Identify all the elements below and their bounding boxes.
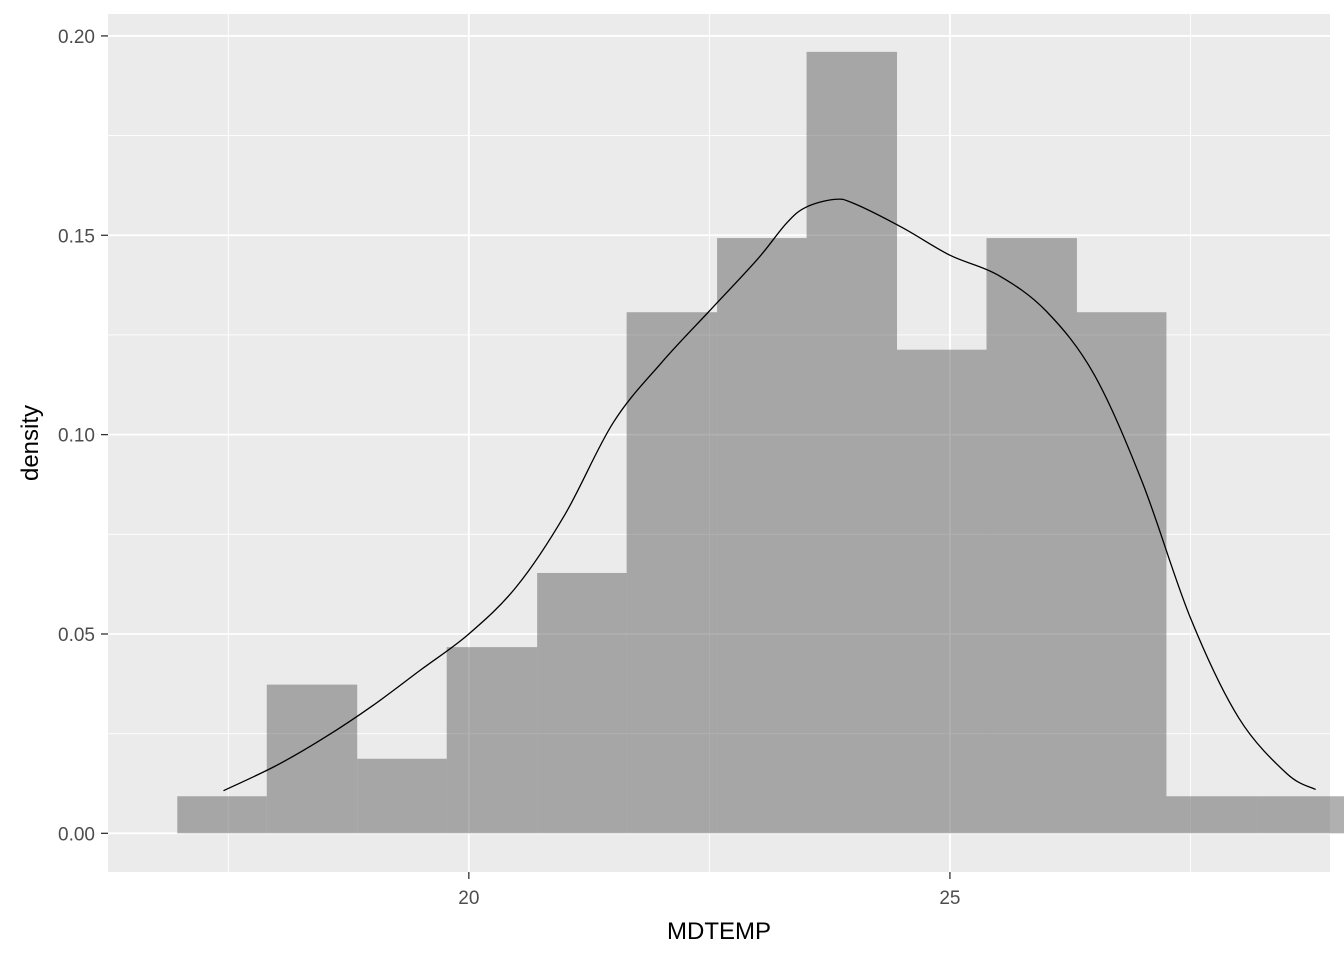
x-tick-label: 25 (939, 888, 960, 909)
y-tick-label: 0.20 (58, 27, 95, 48)
histogram-bar (1076, 312, 1167, 834)
histogram-bar (897, 349, 987, 834)
histogram-bar (266, 684, 358, 834)
histogram-bar (717, 238, 807, 834)
histogram-bar (446, 647, 538, 834)
major-gridlines (108, 14, 1330, 872)
histogram-bar (1166, 796, 1257, 834)
histogram-bar (626, 312, 718, 834)
histogram-bar (1256, 796, 1344, 834)
y-tick-label: 0.00 (58, 824, 95, 845)
histogram-bar (537, 572, 627, 834)
y-axis: 0.00 0.05 0.10 0.15 0.20 (58, 27, 108, 845)
y-tick-label: 0.05 (58, 625, 95, 646)
y-tick-label: 0.15 (58, 226, 95, 247)
histogram-bars (177, 51, 1344, 834)
histogram-bar (177, 796, 267, 834)
x-tick-label: 20 (458, 888, 479, 909)
minor-gridlines (108, 14, 1330, 872)
histogram-bar (806, 51, 898, 834)
histogram-bar (357, 758, 447, 834)
x-axis: 20 25 (458, 872, 960, 909)
density-curve (223, 198, 1316, 792)
y-tick-label: 0.10 (58, 426, 95, 447)
x-axis-title: MDTEMP (667, 918, 771, 945)
y-axis-title: density (17, 405, 44, 481)
histogram-bar (986, 238, 1077, 834)
